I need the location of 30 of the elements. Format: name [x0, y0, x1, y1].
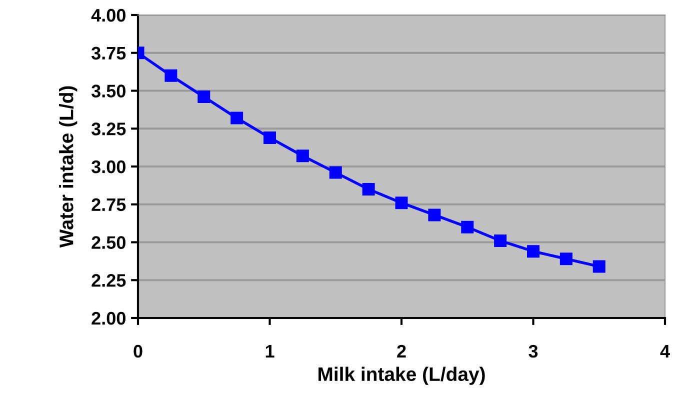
y-tick-label: 2.50 — [92, 236, 126, 249]
x-tick-label: 2 — [397, 344, 406, 358]
y-tick-label: 3.75 — [91, 46, 126, 60]
point — [198, 90, 210, 104]
point — [230, 112, 244, 124]
point — [560, 252, 572, 266]
point — [428, 208, 441, 222]
y-tick-label: 2.75 — [92, 198, 126, 212]
y-tick-label: 4.00 — [91, 8, 126, 22]
x-axis-title: Milk intake (L/day) — [318, 366, 485, 385]
x-tick-label: 3 — [528, 344, 538, 358]
y-tick-label: 2.25 — [92, 274, 126, 287]
x-tick-label: 1 — [266, 345, 274, 358]
point — [329, 166, 342, 179]
point — [362, 182, 375, 196]
point — [494, 234, 507, 247]
x-tick-label: 4 — [660, 345, 670, 358]
point — [264, 131, 276, 144]
point — [592, 260, 606, 273]
point — [395, 196, 408, 210]
point — [461, 220, 474, 234]
point — [164, 69, 178, 82]
y-tick-label: 3.50 — [91, 84, 126, 98]
y-tick-label: 3.25 — [91, 122, 126, 136]
y-tick-label: 2.00 — [92, 312, 126, 325]
y-tick-label: 3.00 — [91, 160, 126, 174]
x-tick-label: 0 — [134, 344, 142, 358]
point — [296, 150, 309, 162]
point — [527, 245, 540, 258]
y-axis-title: Water intake (L/d) — [59, 86, 78, 248]
